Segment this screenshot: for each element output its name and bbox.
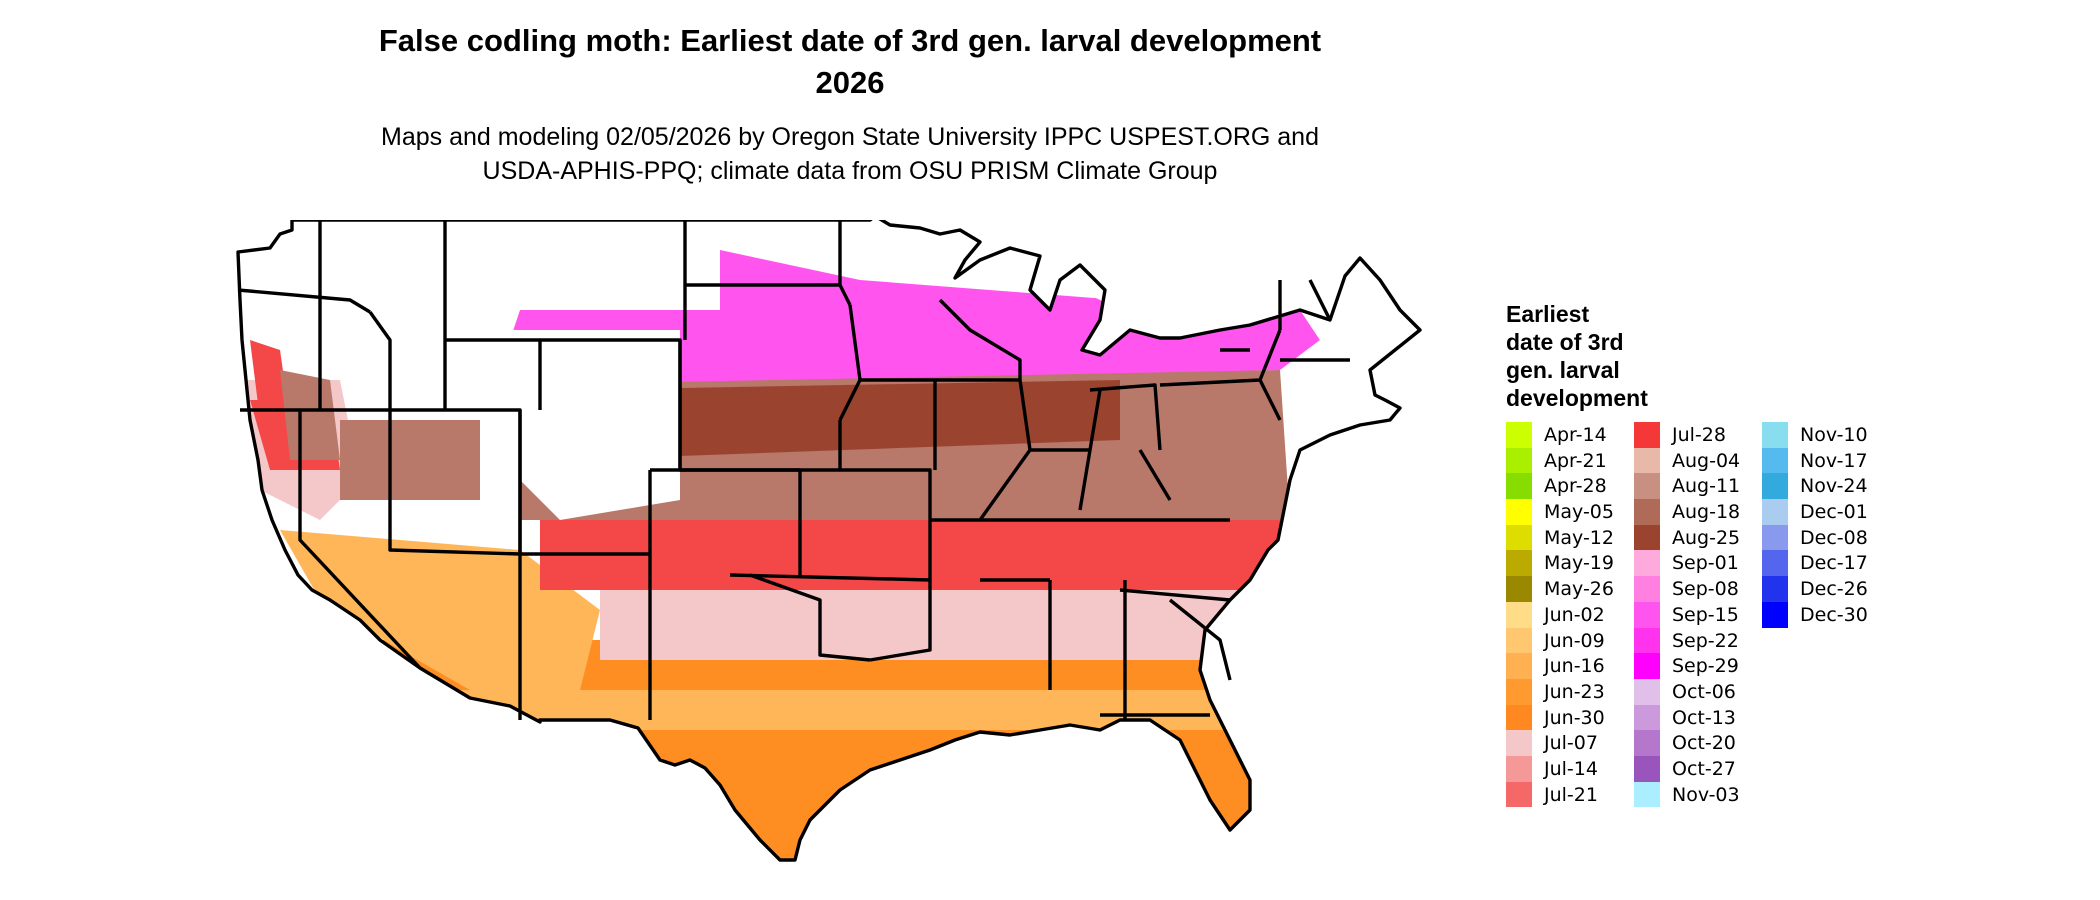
legend-swatch — [1762, 447, 1788, 474]
legend-swatch — [1506, 678, 1532, 705]
legend-label: May-19 — [1544, 552, 1614, 575]
legend-swatch — [1506, 550, 1532, 577]
zone-jun-late — [238, 640, 1420, 860]
legend-swatch — [1634, 550, 1660, 577]
legend-label: Sep-08 — [1672, 578, 1739, 601]
legend-swatch — [1762, 576, 1788, 602]
legend-label: Oct-06 — [1672, 680, 1736, 703]
legend-swatch — [1762, 524, 1788, 551]
legend-label: Oct-20 — [1672, 732, 1736, 755]
legend-label: Sep-01 — [1672, 552, 1739, 575]
legend-label: Sep-29 — [1672, 655, 1739, 678]
legend-label: Jun-09 — [1544, 629, 1605, 652]
legend-swatch — [1506, 627, 1532, 654]
legend-swatch — [1634, 576, 1660, 602]
legend-label: Oct-13 — [1672, 706, 1736, 729]
legend-label: Apr-21 — [1544, 449, 1607, 472]
legend-swatch — [1634, 627, 1660, 654]
legend-swatch — [1634, 730, 1660, 756]
zone-aug-late — [570, 380, 1120, 460]
legend-swatch — [1634, 678, 1660, 705]
legend-swatch — [1506, 730, 1532, 756]
legend-swatch — [1506, 524, 1532, 551]
legend-swatch — [1506, 704, 1532, 731]
legend-swatch — [1634, 473, 1660, 500]
legend-swatch — [1634, 755, 1660, 782]
legend-swatch — [1506, 499, 1532, 525]
legend-label: Dec-17 — [1800, 552, 1868, 575]
legend-swatch — [1634, 524, 1660, 551]
legend-label: May-05 — [1544, 501, 1614, 524]
legend-swatch — [1634, 653, 1660, 679]
legend-swatch — [1634, 781, 1660, 808]
legend-label: May-12 — [1544, 526, 1614, 549]
legend-label: Sep-22 — [1672, 629, 1739, 652]
legend-label: Nov-10 — [1800, 424, 1868, 446]
legend-label: Oct-27 — [1672, 757, 1736, 780]
legend-title-line-1: Earliest — [1506, 301, 1590, 327]
legend-swatch — [1506, 781, 1532, 808]
title-line-1: False codling moth: Earliest date of 3rd… — [378, 23, 1322, 58]
legend-label: Aug-11 — [1672, 475, 1741, 498]
map-title: False codling moth: Earliest date of 3rd… — [240, 20, 1460, 104]
legend-swatch — [1762, 422, 1788, 448]
legend-swatch — [1634, 447, 1660, 474]
us-map — [236, 220, 1422, 862]
legend-title-line-3: gen. larval — [1506, 357, 1620, 383]
legend-label: Jun-02 — [1544, 603, 1605, 626]
legend-swatch — [1634, 422, 1660, 448]
legend-label: Jul-28 — [1672, 424, 1726, 446]
legend-swatch — [1506, 473, 1532, 500]
legend-label: Jun-16 — [1544, 655, 1605, 678]
legend-swatch — [1762, 499, 1788, 525]
legend-label: Jun-30 — [1544, 706, 1605, 729]
title-line-2: 2026 — [815, 65, 885, 100]
legend-swatch — [1506, 422, 1532, 448]
legend-label: Dec-08 — [1800, 526, 1868, 549]
legend-swatch — [1762, 601, 1788, 628]
subtitle-line-2: USDA-APHIS-PPQ; climate data from OSU PR… — [482, 157, 1218, 185]
legend-title-line-2: date of 3rd — [1506, 329, 1624, 355]
legend-swatch — [1506, 755, 1532, 782]
subtitle-line-1: Maps and modeling 02/05/2026 by Oregon S… — [381, 123, 1319, 151]
legend-label: Dec-01 — [1800, 501, 1868, 524]
legend-label: Apr-28 — [1544, 475, 1607, 498]
legend-swatch — [1634, 601, 1660, 628]
legend-label: Nov-03 — [1672, 783, 1740, 806]
zone-jul-late — [250, 340, 1280, 590]
legend-label: Apr-14 — [1544, 424, 1607, 446]
legend-label: Aug-04 — [1672, 449, 1741, 472]
legend-label: Jul-07 — [1544, 732, 1598, 755]
legend-title-line-4: development — [1506, 385, 1648, 411]
legend-title: Earliest date of 3rd gen. larval develop… — [1506, 300, 1648, 412]
legend-label: May-26 — [1544, 578, 1614, 601]
legend-swatch — [1506, 653, 1532, 679]
legend-swatch — [1506, 447, 1532, 474]
legend-label: Sep-15 — [1672, 603, 1739, 626]
legend-swatch — [1634, 704, 1660, 731]
zone-apr-may — [560, 760, 1250, 860]
legend-label: Jul-14 — [1544, 757, 1598, 780]
legend-swatch — [1506, 601, 1532, 628]
legend-swatch — [1762, 473, 1788, 500]
legend-label: Jun-23 — [1544, 680, 1605, 703]
legend-label: Jul-21 — [1544, 783, 1598, 806]
legend-label: Dec-30 — [1800, 603, 1868, 626]
map-subtitle: Maps and modeling 02/05/2026 by Oregon S… — [240, 120, 1460, 188]
legend-label: Aug-18 — [1672, 501, 1741, 524]
legend-swatch — [1506, 576, 1532, 602]
legend-label: Aug-25 — [1672, 526, 1741, 549]
legend-swatch — [1634, 499, 1660, 525]
legend-label: Dec-26 — [1800, 578, 1868, 601]
phenology-raster — [238, 220, 1420, 860]
legend-label: Nov-17 — [1800, 449, 1868, 472]
legend-label: Nov-24 — [1800, 475, 1868, 498]
zone-jun-early — [238, 530, 1420, 730]
legend-swatch — [1762, 550, 1788, 577]
state-borders — [236, 220, 1422, 862]
